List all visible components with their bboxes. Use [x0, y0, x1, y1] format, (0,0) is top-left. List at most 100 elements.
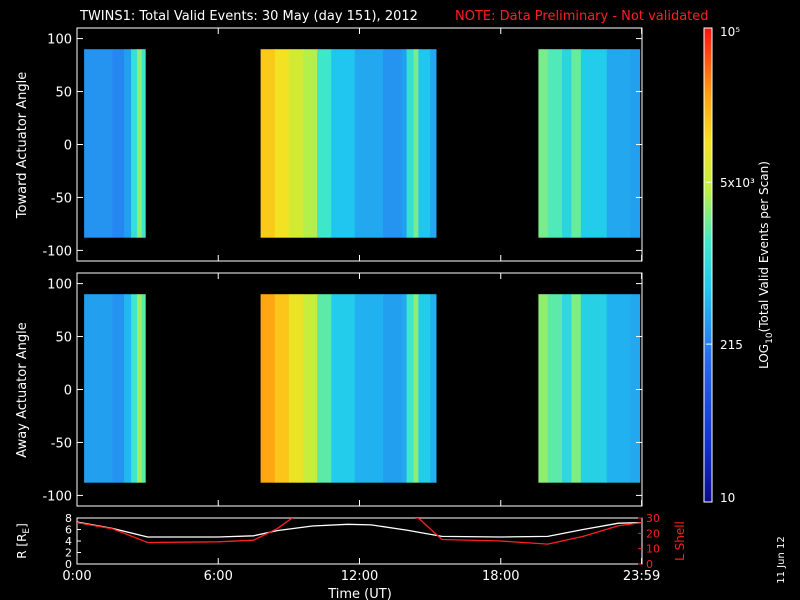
colorbar-label: LOG10(Total Valid Events per Scan): [757, 161, 775, 369]
heatmap-column: [383, 294, 403, 483]
x-tick-label: 12:00: [341, 569, 378, 584]
heatmap-column: [124, 294, 132, 483]
toward-panel: [84, 49, 641, 238]
heatmap-column: [401, 294, 408, 483]
colorbar-tick-label: 10: [720, 491, 735, 505]
heatmap-column: [137, 49, 143, 238]
l-shell-tick-label: 10: [646, 543, 660, 556]
y-tick-label: 50: [55, 86, 72, 101]
heatmap-column: [131, 294, 138, 483]
heatmap-column: [413, 294, 419, 483]
heatmap-column: [606, 294, 631, 483]
x-tick-label: 18:00: [482, 569, 519, 584]
heatmap-column: [317, 49, 332, 238]
heatmap-column: [383, 49, 403, 238]
y-tick-label: -100: [42, 244, 72, 259]
heatmap-column: [580, 294, 608, 483]
x-tick-label: 6:00: [204, 569, 233, 584]
heatmap-column: [571, 49, 582, 238]
y-tick-label: 50: [55, 331, 72, 346]
heatmap-column: [630, 294, 641, 483]
heatmap-column: [84, 49, 113, 238]
heatmap-column: [288, 49, 304, 238]
preliminary-note: NOTE: Data Preliminary - Not validated: [455, 9, 709, 24]
heatmap-column: [303, 49, 318, 238]
heatmap-column: [84, 294, 113, 483]
heatmap-column: [260, 49, 276, 238]
l-shell-tick-label: 30: [646, 512, 660, 525]
y-tick-label: 100: [47, 33, 72, 48]
heatmap-column: [112, 294, 125, 483]
heatmap-column: [141, 294, 146, 483]
heatmap-column: [260, 294, 276, 483]
away-yticks: 100 50 0 -50 -100: [42, 273, 643, 506]
heatmap-column: [418, 49, 431, 238]
heatmap-column: [538, 294, 549, 483]
heatmap-column: [401, 49, 408, 238]
y-tick-label: 0: [64, 384, 72, 399]
heatmap-column: [331, 49, 356, 238]
heatmap-column: [354, 294, 384, 483]
heatmap-column: [547, 294, 563, 483]
heatmap-column: [580, 49, 608, 238]
away-ylabel: Away Actuator Angle: [15, 322, 30, 457]
heatmap-column: [406, 294, 415, 483]
toward-yticks: 100 50 0 -50 -100: [42, 28, 643, 261]
r-tick-label: 6: [65, 524, 72, 537]
ephemeris-lines: [77, 518, 642, 545]
r-tick-label: 2: [65, 547, 72, 560]
y-tick-label: -100: [42, 489, 72, 504]
heatmap-column: [288, 294, 304, 483]
y-tick-label: -50: [51, 436, 72, 451]
heatmap-column: [112, 49, 125, 238]
toward-ylabel: Toward Actuator Angle: [15, 72, 30, 219]
ephemeris-panel-frame: [76, 517, 643, 565]
y-tick-label: 100: [47, 278, 72, 293]
heatmap-column: [606, 49, 631, 238]
heatmap-column: [547, 49, 563, 238]
y-tick-label: -50: [51, 191, 72, 206]
heatmap-column: [303, 294, 318, 483]
r-tick-label: 4: [65, 535, 72, 548]
heatmap-column: [418, 294, 431, 483]
heatmap-column: [571, 294, 582, 483]
heatmap-column: [630, 49, 641, 238]
x-axis-label: Time (UT): [327, 587, 392, 600]
away-panel: [84, 294, 641, 483]
heatmap-column: [562, 49, 572, 238]
colorbar-ticks: 10 215 5x10³ 10⁵: [706, 25, 755, 505]
heatmap-column: [406, 49, 415, 238]
heatmap-column: [430, 49, 437, 238]
heatmap-column: [562, 294, 572, 483]
heatmap-column: [137, 294, 143, 483]
colorbar-tick-label: 5x10³: [720, 176, 755, 190]
x-tick-label: 0:00: [62, 569, 91, 584]
chart-title: TWINS1: Total Valid Events: 30 May (day …: [79, 9, 418, 24]
heatmap-column: [274, 49, 290, 238]
r-series-line: [77, 521, 642, 538]
r-axis-label: R [RE]: [15, 523, 32, 559]
heatmap-column: [131, 49, 138, 238]
date-stamp: 11 Jun 12: [776, 536, 787, 583]
heatmap-column: [331, 294, 356, 483]
l-shell-axis-label: L Shell: [673, 521, 687, 561]
colorbar-tick-label: 215: [720, 338, 743, 352]
x-tick-label: 23:59: [623, 569, 660, 584]
heatmap-column: [430, 294, 437, 483]
heatmap-column: [354, 49, 384, 238]
l-shell-tick-label: 20: [646, 527, 660, 540]
l-shell-tick-label: 0: [646, 558, 653, 571]
heatmap-column: [141, 49, 146, 238]
heatmap-column: [538, 49, 549, 238]
l-shell-series-line: [77, 518, 642, 545]
r-tick-label: 0: [65, 558, 72, 571]
heatmap-column: [274, 294, 290, 483]
colorbar: [703, 27, 713, 503]
heatmap-column: [413, 49, 419, 238]
r-tick-label: 8: [65, 512, 72, 525]
y-tick-label: 0: [64, 139, 72, 154]
colorbar-tick-label: 10⁵: [720, 25, 740, 39]
heatmap-column: [124, 49, 132, 238]
heatmap-column: [317, 294, 332, 483]
